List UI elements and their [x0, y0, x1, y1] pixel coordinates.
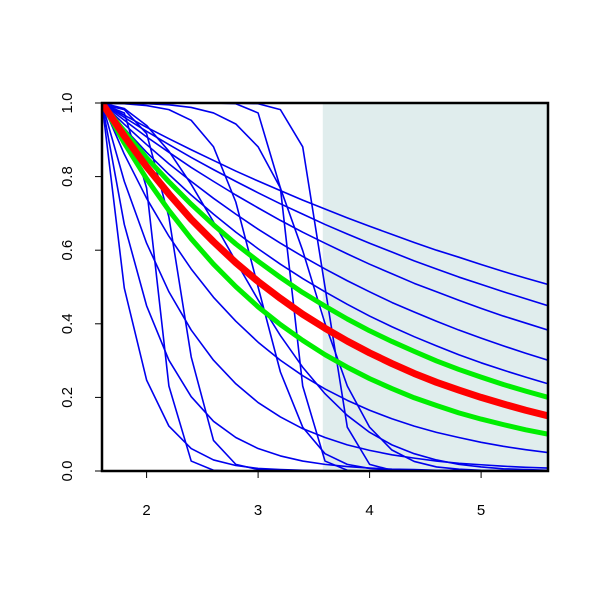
series-line: [102, 103, 548, 471]
lines-layer: [102, 103, 548, 471]
shade-layer: [322, 103, 548, 471]
x-tick-label: 2: [142, 502, 150, 519]
y-tick-label: 0.2: [59, 387, 76, 408]
series-line: [102, 103, 548, 471]
x-tick-label: 5: [477, 502, 485, 519]
y-tick-label: 0.8: [59, 166, 76, 187]
series-line: [102, 103, 548, 454]
series-line: [102, 103, 548, 437]
series-line: [102, 103, 548, 471]
series-line: [102, 103, 548, 471]
y-tick-label: 0.0: [59, 461, 76, 482]
axes-layer: 2 3 4 5 0.0 0.2 0.4 0.6 0.8 1.0: [59, 93, 550, 519]
y-tick-label: 1.0: [59, 93, 76, 114]
plot-frame: [100, 101, 550, 473]
series-line: [102, 103, 548, 361]
shaded-region: [322, 103, 548, 471]
series-line: [102, 103, 548, 331]
series-line: [102, 103, 548, 400]
series-line: [102, 103, 548, 420]
series-line: [102, 103, 548, 471]
x-tick-label: 4: [365, 502, 373, 519]
x-tick-label: 3: [254, 502, 262, 519]
y-tick-label: 0.6: [59, 240, 76, 261]
y-tick-label: 0.4: [59, 313, 76, 334]
series-line: [102, 103, 548, 469]
series-line: [102, 103, 548, 307]
series-line: [102, 103, 548, 471]
series-line: [102, 103, 548, 286]
